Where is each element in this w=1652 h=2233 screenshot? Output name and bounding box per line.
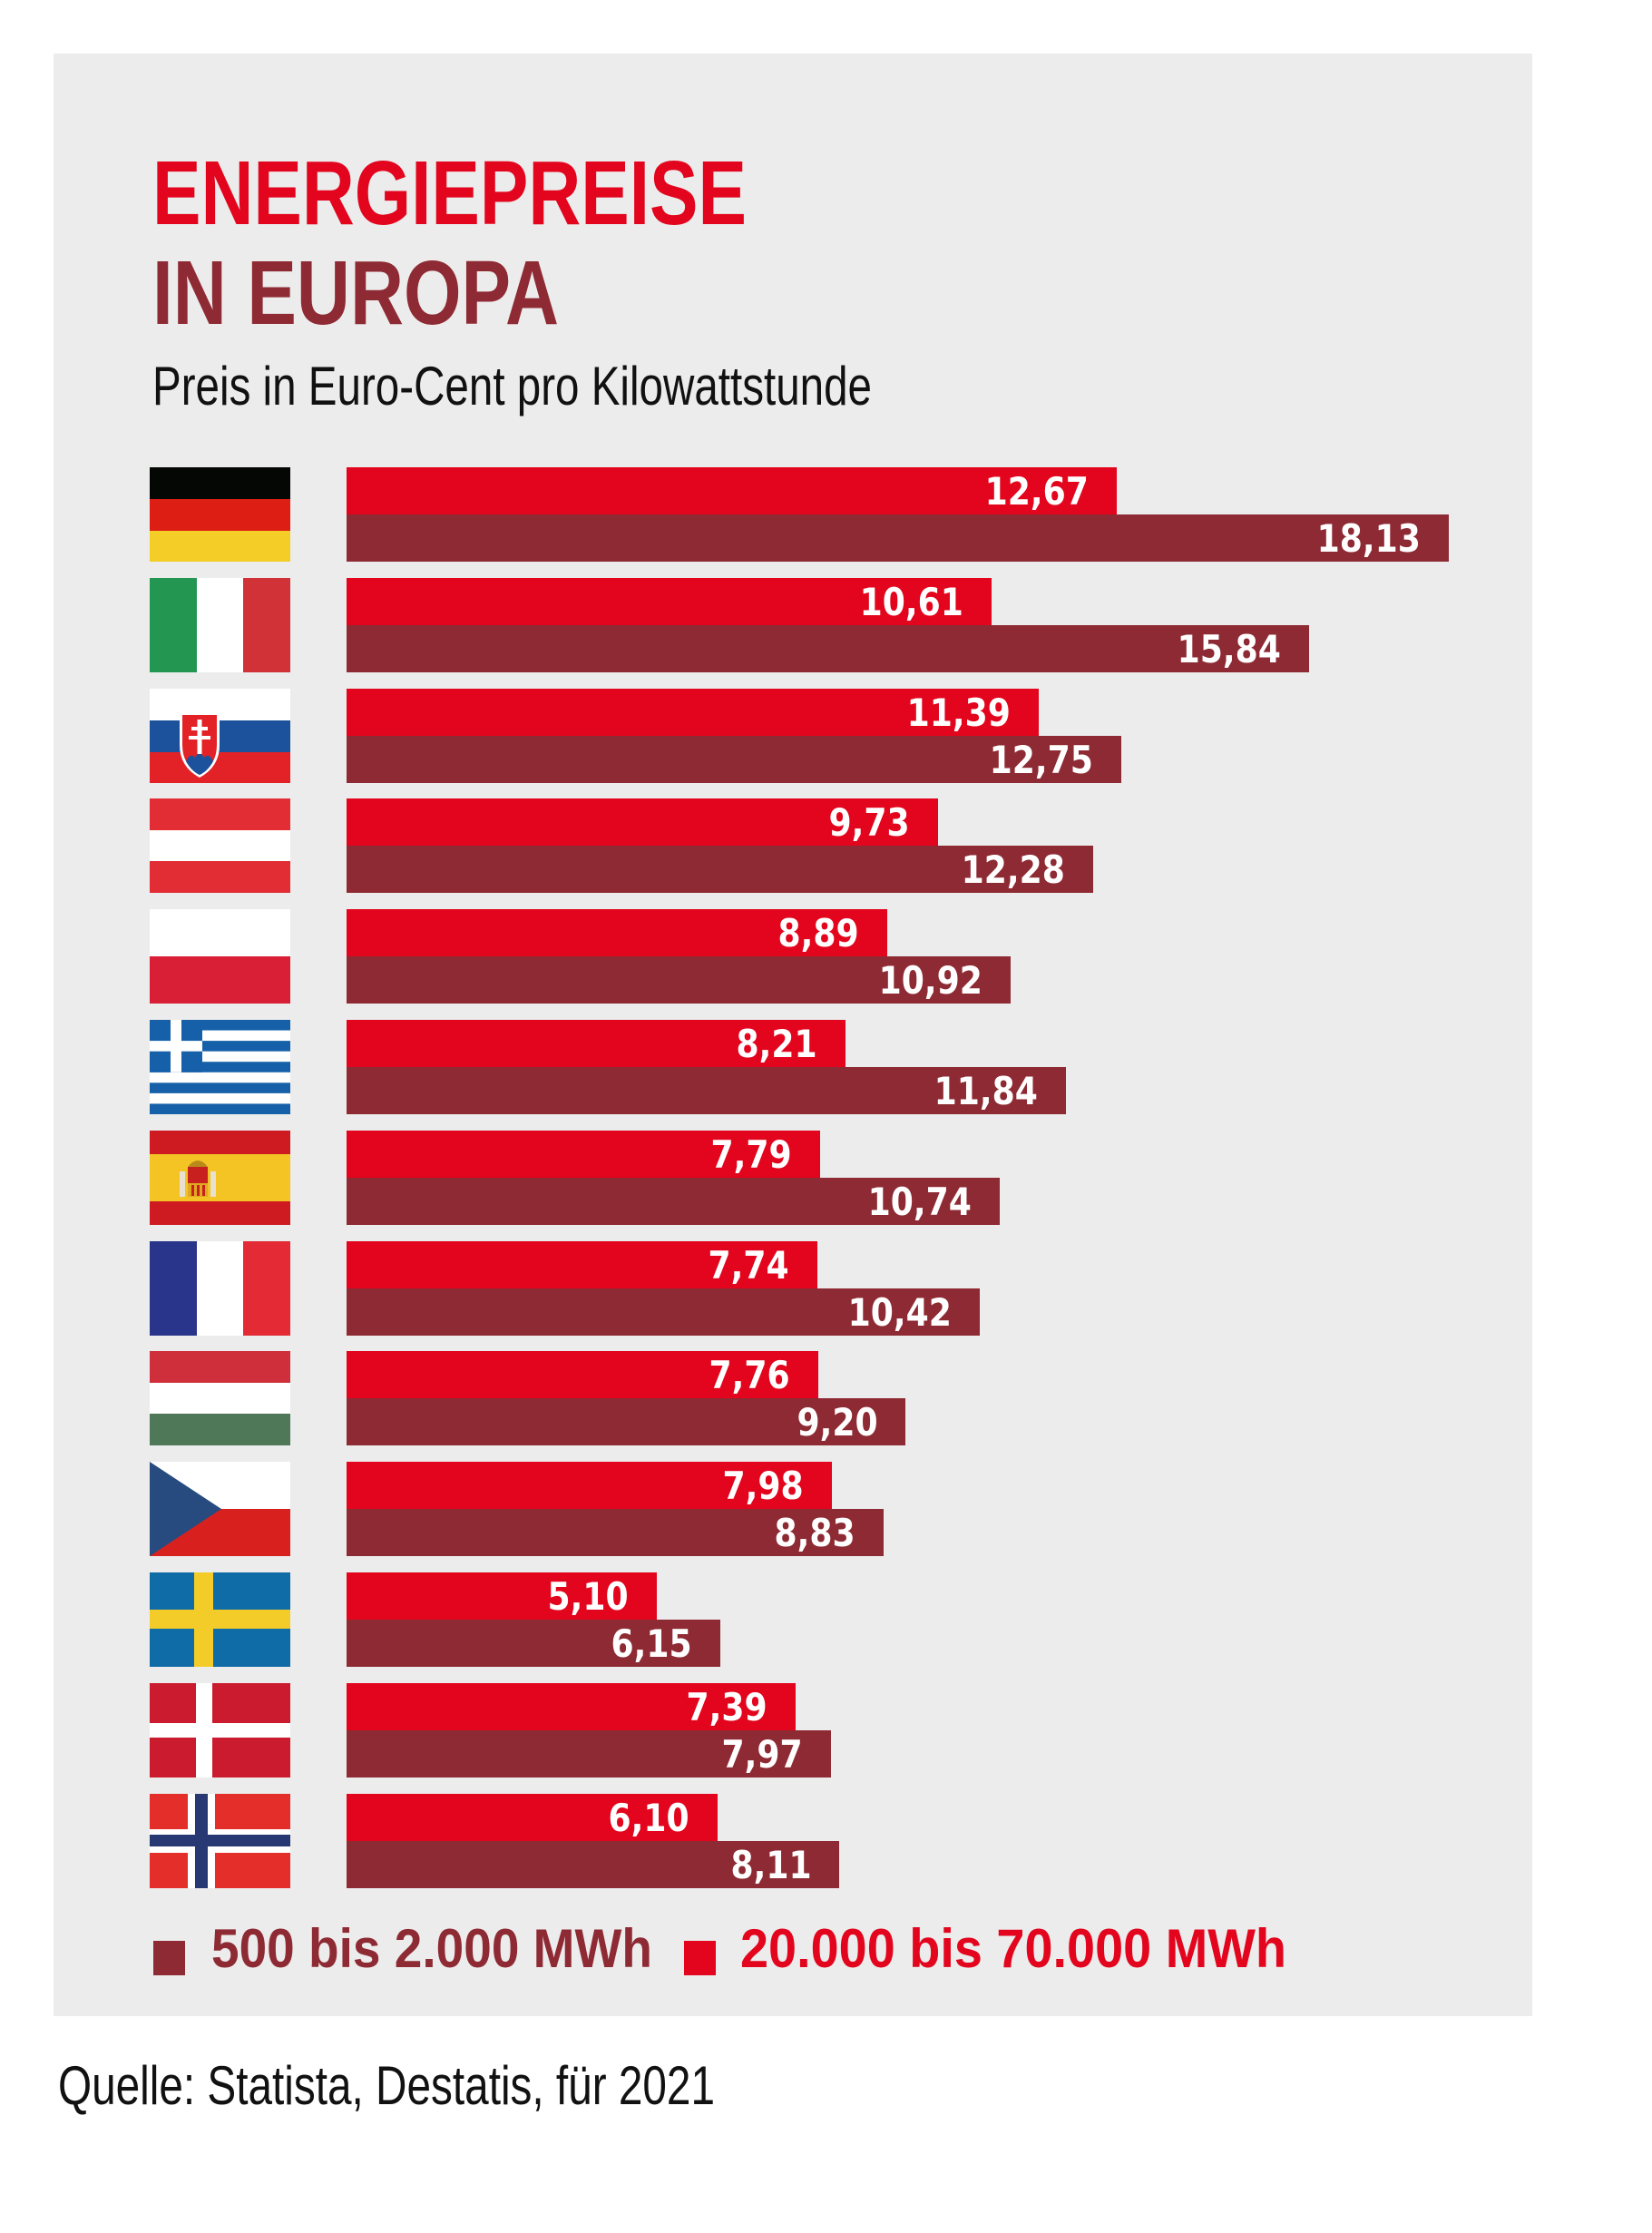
bar-small-consumer: 9,20 <box>347 1398 906 1446</box>
legend-label-large-consumer: 20.000 bis 70.000 MWh <box>740 1918 1286 1979</box>
flag-sweden-icon <box>150 1572 290 1667</box>
bar-value-label: 7,97 <box>721 1731 803 1777</box>
bar-large-consumer: 9,73 <box>347 798 938 847</box>
bar-value-label: 7,76 <box>709 1353 790 1398</box>
legend-swatch-small-consumer <box>153 1941 185 1975</box>
bar-value-label: 9,73 <box>828 800 910 846</box>
bar-large-consumer: 7,79 <box>347 1130 820 1178</box>
bar-large-consumer: 5,10 <box>347 1572 657 1620</box>
bar-large-consumer: 6,10 <box>347 1793 718 1841</box>
bar-large-consumer: 8,21 <box>347 1020 846 1067</box>
flag-hungary-icon <box>150 1351 290 1446</box>
bar-small-consumer: 10,42 <box>347 1288 981 1336</box>
bar-small-consumer: 10,92 <box>347 956 1011 1004</box>
bar-large-consumer: 7,39 <box>347 1682 797 1730</box>
bar-small-consumer: 7,97 <box>347 1729 831 1778</box>
legend-swatch-large-consumer <box>684 1941 716 1975</box>
bar-value-label: 6,15 <box>611 1621 693 1666</box>
bar-value-label: 6,10 <box>608 1795 689 1840</box>
bar-value-label: 11,39 <box>906 690 1012 735</box>
bar-value-label: 12,75 <box>989 737 1094 782</box>
flag-greece-icon <box>150 1020 290 1114</box>
bar-small-consumer: 8,83 <box>347 1509 884 1557</box>
bar-value-label: 7,74 <box>708 1242 789 1288</box>
bar-value-label: 8,21 <box>736 1022 818 1066</box>
flag-norway-icon <box>150 1793 290 1888</box>
bar-small-consumer: 11,84 <box>347 1067 1067 1114</box>
bar-large-consumer: 8,89 <box>347 909 887 957</box>
flag-spain-icon <box>150 1130 290 1225</box>
bar-large-consumer: 12,67 <box>347 467 1117 514</box>
source-note: Quelle: Statista, Destatis, für 2021 <box>58 2055 715 2116</box>
flag-france-icon <box>150 1240 290 1336</box>
bar-value-label: 7,98 <box>722 1464 804 1509</box>
bar-value-label: 9,20 <box>797 1400 878 1445</box>
bar-value-label: 12,28 <box>961 847 1065 893</box>
bar-value-label: 11,84 <box>934 1069 1039 1113</box>
flag-poland-icon <box>150 909 290 1004</box>
bar-value-label: 8,89 <box>777 911 859 956</box>
legend-label-small-consumer: 500 bis 2.000 MWh <box>211 1918 652 1979</box>
flag-germany-icon <box>150 467 290 562</box>
bar-small-consumer: 12,28 <box>347 846 1093 894</box>
bar-large-consumer: 7,74 <box>347 1240 817 1288</box>
bar-value-label: 10,92 <box>878 958 982 1004</box>
bar-small-consumer: 12,75 <box>347 735 1122 783</box>
bar-small-consumer: 6,15 <box>347 1620 721 1667</box>
bar-large-consumer: 10,61 <box>347 577 992 625</box>
bar-small-consumer: 15,84 <box>347 624 1310 672</box>
bar-small-consumer: 18,13 <box>347 514 1449 562</box>
bar-value-label: 8,83 <box>774 1511 855 1556</box>
bar-large-consumer: 7,98 <box>347 1462 832 1510</box>
chart-subtitle: Preis in Euro-Cent pro Kilowattstunde <box>152 356 872 416</box>
flag-italy-icon <box>150 577 290 672</box>
bar-small-consumer: 10,74 <box>347 1177 1000 1225</box>
bar-value-label: 7,39 <box>686 1684 768 1729</box>
bar-value-label: 10,74 <box>867 1179 972 1224</box>
chart-title-line2: IN EUROPA <box>152 242 559 344</box>
bar-large-consumer: 7,76 <box>347 1351 818 1399</box>
bar-value-label: 8,11 <box>730 1842 812 1887</box>
bar-value-label: 18,13 <box>1316 516 1421 561</box>
flag-czechia-icon <box>150 1462 290 1557</box>
flag-denmark-icon <box>150 1682 290 1778</box>
flag-austria-icon <box>150 798 290 894</box>
chart-title-line1: ENERGIEPREISE <box>152 142 747 244</box>
bar-small-consumer: 8,11 <box>347 1840 840 1888</box>
bar-large-consumer: 11,39 <box>347 688 1040 736</box>
bar-value-label: 7,79 <box>710 1131 792 1177</box>
bar-value-label: 15,84 <box>1178 626 1282 671</box>
bar-value-label: 10,42 <box>847 1289 953 1335</box>
bar-value-label: 5,10 <box>547 1574 629 1619</box>
flag-slovakia-icon <box>150 688 290 783</box>
bar-value-label: 12,67 <box>984 469 1089 514</box>
bar-value-label: 10,61 <box>859 579 963 624</box>
